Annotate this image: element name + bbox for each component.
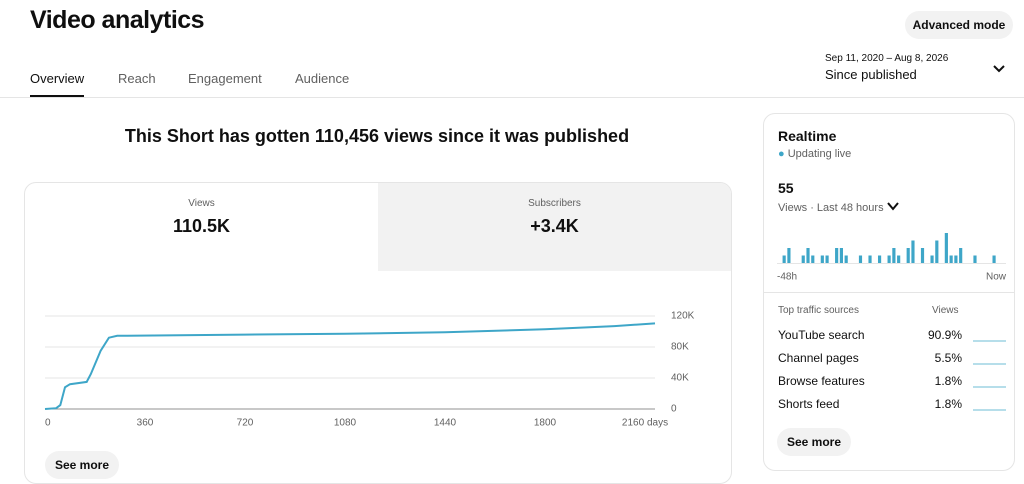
traffic-source: YouTube search [778, 328, 865, 342]
realtime-bar [782, 255, 786, 263]
x-label: -48h [777, 272, 797, 283]
realtime-bar [844, 255, 848, 263]
realtime-bar [877, 255, 882, 263]
realtime-bar [868, 255, 872, 263]
traffic-source: Shorts feed [778, 397, 840, 411]
x-tick-label: 2160 days [622, 418, 668, 429]
realtime-bar [811, 255, 815, 263]
see-more-button[interactable]: See more [777, 428, 851, 456]
metric-value: 110.5K [172, 216, 231, 236]
tab[interactable]: Audience [295, 71, 350, 86]
traffic-share: 1.8% [934, 374, 962, 388]
headline: This Short has gotten 110,456 views sinc… [124, 126, 630, 146]
dropdown-icon[interactable] [992, 62, 1006, 76]
divider [764, 292, 1014, 293]
metric-label: Subscribers [528, 198, 581, 209]
realtime-bar [806, 248, 810, 263]
realtime-bar [820, 255, 824, 263]
realtime-bar [858, 255, 863, 263]
date-range-label[interactable]: Since published [825, 67, 917, 82]
realtime-bar [920, 248, 925, 263]
dropdown-icon [886, 202, 899, 211]
x-tick-label: 0 [45, 418, 51, 429]
page: Video analytics html, body { margin: 0; … [0, 6, 1024, 484]
y-tick-label: 80K [671, 342, 689, 353]
realtime-bar [825, 255, 829, 263]
traffic-source: Browse features [778, 374, 865, 388]
period-text: Views · Last 48 hours [778, 202, 884, 214]
status-text: Updating live [787, 148, 852, 160]
x-tick-label: 1080 [334, 418, 357, 429]
realtime-bar [892, 248, 896, 263]
realtime-status: ● Updating live [778, 148, 851, 160]
realtime-bar [911, 240, 915, 263]
date-range: Sep 11, 2020 – Aug 8, 2026 [825, 53, 949, 64]
traffic-share: 1.8% [934, 397, 962, 411]
charts-layer: 0 40K 80K 120K 0 360 720 1080 1440 1800 2160 days -… [44, 233, 1007, 429]
x-tick-label: 1440 [434, 418, 457, 429]
body: { "header": {"title": "Video analytics",… [0, 6, 1024, 484]
y-tick-label: 120K [671, 311, 695, 322]
traffic-share: 90.9% [927, 328, 962, 342]
realtime-bar [930, 255, 934, 263]
traffic-source: Channel pages [778, 351, 859, 365]
realtime-bar [897, 255, 901, 263]
realtime-bar [906, 248, 910, 263]
realtime-bar [787, 248, 791, 263]
metric-label: Views [188, 198, 215, 209]
realtime-bar [973, 255, 977, 263]
realtime-title: Realtime [778, 128, 837, 144]
tab-indicator [30, 95, 84, 97]
x-tick-label: 1800 [534, 418, 557, 429]
traffic-share: 5.5% [934, 351, 962, 365]
realtime-bar [801, 255, 805, 263]
tab[interactable]: Reach [118, 71, 156, 86]
tab[interactable]: Engagement [188, 71, 262, 86]
realtime-bar [935, 240, 939, 263]
traffic-header: Views [932, 305, 959, 316]
realtime-bar [959, 248, 963, 263]
metric-tab[interactable]: Views 110.5K [25, 183, 378, 271]
realtime-bar [949, 255, 953, 263]
page-title: Video analytics [30, 6, 205, 34]
realtime-bar [835, 248, 839, 263]
live-dot: ● [778, 148, 788, 160]
realtime-card: Realtime ● Updating live 55 Views · Last… [763, 113, 1015, 471]
divider [0, 97, 1024, 98]
realtime-bar [992, 255, 996, 263]
metric-value: +3.4K [530, 216, 579, 236]
realtime-bar [954, 255, 958, 263]
x-label: Now [986, 272, 1007, 283]
realtime-period[interactable]: Views · Last 48 hours [778, 202, 899, 214]
realtime-count: 55 [778, 180, 794, 196]
views-line [44, 322, 656, 410]
realtime-bar [839, 248, 843, 263]
metric-tab[interactable]: Subscribers +3.4K [378, 183, 731, 271]
y-tick-label: 40K [671, 373, 689, 384]
y-tick-label: 0 [671, 404, 677, 415]
advanced-mode-button[interactable]: Advanced mode [905, 11, 1013, 39]
traffic-header: Top traffic sources [778, 305, 859, 316]
realtime-bar [887, 255, 891, 263]
tab[interactable]: Overview [30, 71, 85, 86]
x-tick-label: 720 [237, 418, 254, 429]
realtime-bar [944, 233, 948, 263]
x-tick-label: 360 [137, 418, 154, 429]
